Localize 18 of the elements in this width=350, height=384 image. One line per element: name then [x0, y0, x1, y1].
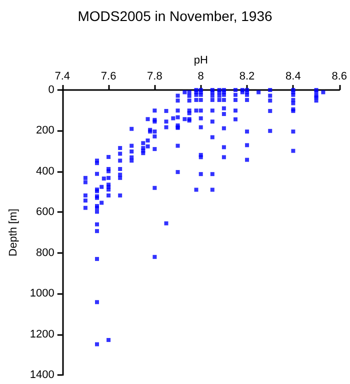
chart-title: MODS2005 in November, 1936	[78, 8, 272, 24]
x-tick-label: 8	[198, 70, 204, 82]
y-tick-label: 800	[36, 246, 54, 259]
x-tick-label: 7.4	[54, 70, 70, 82]
y-axis-title: Depth [m]	[8, 208, 20, 256]
y-tick-label: 400	[36, 165, 54, 178]
x-tick-label: 7.6	[100, 70, 116, 82]
x-axis-title: pH	[194, 54, 208, 67]
x-tick-label: 7.8	[147, 70, 162, 82]
y-tick-label: 600	[36, 206, 54, 218]
x-tick-label: 8.2	[239, 70, 255, 82]
y-tick-label: 1000	[30, 288, 54, 300]
y-tick-label: 0	[48, 84, 54, 96]
y-tick-label: 200	[36, 124, 54, 137]
y-tick-label: 1200	[30, 328, 54, 340]
x-tick-label: 8.6	[332, 70, 348, 82]
x-tick-label: 8.4	[286, 70, 301, 82]
y-tick-label: 1400	[30, 369, 54, 381]
